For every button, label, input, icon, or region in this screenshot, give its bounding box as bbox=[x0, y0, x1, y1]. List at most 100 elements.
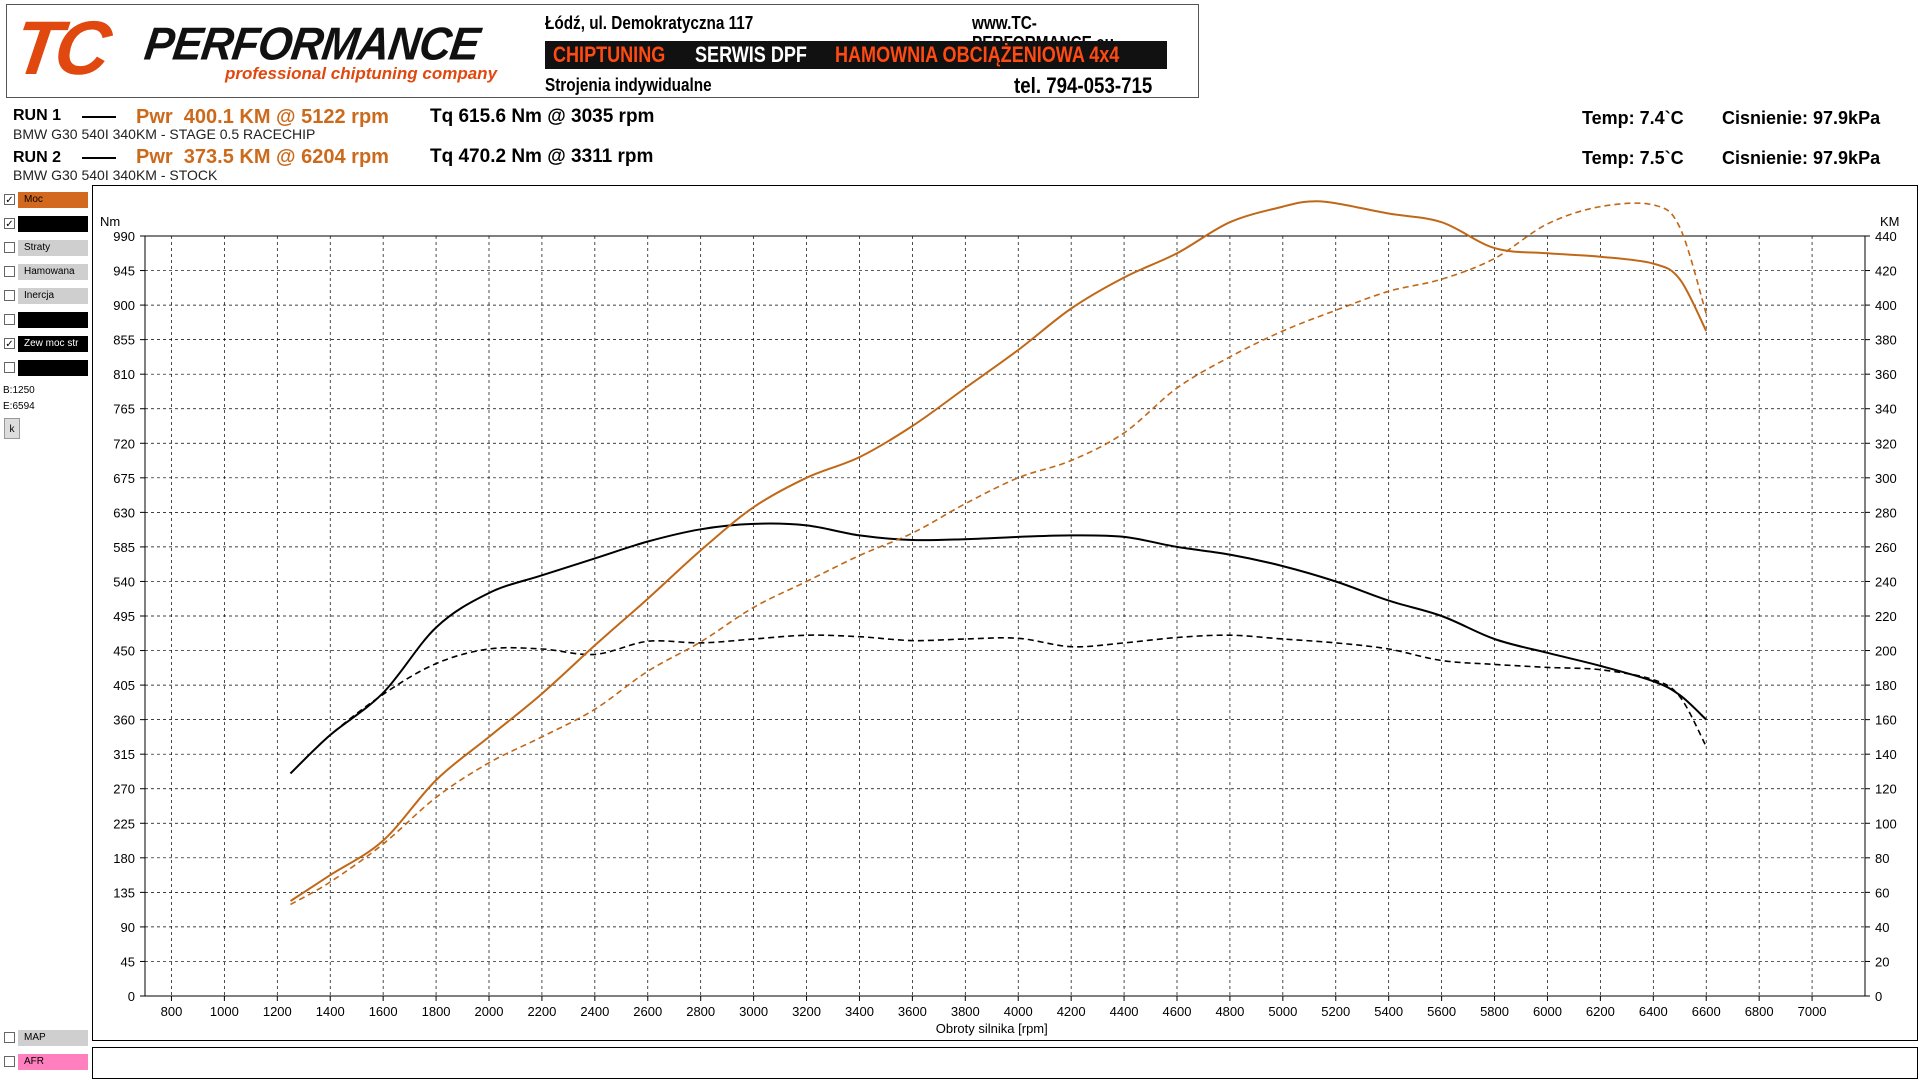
y-tick-label-right: 0 bbox=[1875, 989, 1882, 1004]
header-banner: TC PERFORMANCE professional chiptuning c… bbox=[6, 4, 1199, 98]
y-tick-label-right: 120 bbox=[1875, 782, 1897, 797]
power-curve-run1 bbox=[289, 200, 1708, 902]
status-strip bbox=[92, 1047, 1918, 1079]
checkbox-icon[interactable] bbox=[4, 362, 15, 373]
service-chiptuning: CHIPTUNING bbox=[553, 42, 666, 67]
run1-temp: Temp: 7.4`C bbox=[1582, 108, 1684, 128]
toggle-moc[interactable]: ✓ Moc bbox=[4, 192, 88, 208]
checkbox-icon[interactable] bbox=[4, 1032, 15, 1043]
x-tick-label: 1800 bbox=[422, 1004, 451, 1019]
x-tick-label: 6400 bbox=[1639, 1004, 1668, 1019]
service-dpf: SERWIS DPF bbox=[695, 42, 807, 67]
b-value: B:1250 bbox=[3, 385, 35, 396]
phone-number: tel. 794-053-715 bbox=[1014, 73, 1153, 98]
y-tick-label-right: 380 bbox=[1875, 333, 1897, 348]
y-tick-label-left: 495 bbox=[113, 609, 135, 624]
torque-curve-run1 bbox=[289, 522, 1707, 775]
y-tick-label-left: 225 bbox=[113, 816, 135, 831]
k-button[interactable]: k bbox=[4, 418, 20, 439]
x-tick-label: 3400 bbox=[845, 1004, 874, 1019]
x-tick-label: 1200 bbox=[263, 1004, 292, 1019]
x-tick-label: 2000 bbox=[475, 1004, 504, 1019]
x-tick-label: 5400 bbox=[1374, 1004, 1403, 1019]
checkbox-icon[interactable] bbox=[4, 266, 15, 277]
x-tick-label: 5800 bbox=[1480, 1004, 1509, 1019]
torque-curve-run2 bbox=[289, 634, 1707, 774]
y-tick-label-right: 340 bbox=[1875, 402, 1897, 417]
checkbox-icon[interactable]: ✓ bbox=[4, 194, 15, 206]
run2-torque: Tq 470.2 Nm @ 3311 rpm bbox=[430, 146, 654, 167]
y-tick-label-right: 400 bbox=[1875, 298, 1897, 313]
y-tick-label-right: 320 bbox=[1875, 436, 1897, 451]
x-tick-label: 4400 bbox=[1110, 1004, 1139, 1019]
toggle-hamowana[interactable]: Hamowana bbox=[4, 264, 88, 280]
toggle-map[interactable]: MAP bbox=[4, 1030, 88, 1046]
x-tick-label: 4600 bbox=[1163, 1004, 1192, 1019]
y-tick-label-right: 440 bbox=[1875, 229, 1897, 244]
toggle-curve-7[interactable] bbox=[4, 360, 88, 376]
individual-tuning: Strojenia indywidualne bbox=[545, 75, 712, 95]
toggle-label bbox=[18, 216, 88, 232]
checkbox-icon[interactable] bbox=[4, 290, 15, 301]
y-tick-label-right: 280 bbox=[1875, 505, 1897, 520]
y-tick-label-left: 630 bbox=[113, 505, 135, 520]
x-tick-label: 1400 bbox=[316, 1004, 345, 1019]
y-tick-label-left: 0 bbox=[128, 989, 135, 1004]
checkbox-icon[interactable] bbox=[4, 242, 15, 253]
toggle-inercja[interactable]: Inercja bbox=[4, 288, 88, 304]
run1-line-swatch bbox=[82, 116, 116, 118]
run1-label: RUN 1 bbox=[13, 107, 62, 124]
y-tick-label-left: 585 bbox=[113, 540, 135, 555]
y-axis-label-left: Nm bbox=[100, 214, 120, 229]
y-tick-label-right: 260 bbox=[1875, 540, 1897, 555]
toggle-curve-5[interactable] bbox=[4, 312, 88, 328]
y-tick-label-right: 40 bbox=[1875, 920, 1889, 935]
x-tick-label: 3600 bbox=[898, 1004, 927, 1019]
services-bar: CHIPTUNING SERWIS DPF HAMOWNIA OBCIĄŻENI… bbox=[545, 41, 1167, 69]
y-tick-label-left: 900 bbox=[113, 298, 135, 313]
x-tick-label: 4800 bbox=[1215, 1004, 1244, 1019]
y-tick-label-right: 20 bbox=[1875, 954, 1889, 969]
address: Łódź, ul. Demokratyczna 117 bbox=[545, 13, 754, 33]
power-curve-run2 bbox=[290, 202, 1707, 906]
y-tick-label-right: 300 bbox=[1875, 471, 1897, 486]
x-tick-label: 3000 bbox=[739, 1004, 768, 1019]
y-tick-label-left: 855 bbox=[113, 333, 135, 348]
checkbox-icon[interactable] bbox=[4, 1056, 15, 1067]
y-tick-label-right: 420 bbox=[1875, 264, 1897, 279]
y-tick-label-left: 135 bbox=[113, 885, 135, 900]
toggle-zew-moc-str[interactable]: ✓ Zew moc str bbox=[4, 336, 88, 352]
toggle-label: Inercja bbox=[18, 288, 88, 304]
y-tick-label-right: 140 bbox=[1875, 747, 1897, 762]
y-tick-label-right: 160 bbox=[1875, 713, 1897, 728]
toggle-label: AFR bbox=[18, 1054, 88, 1070]
y-axis-label-right: KM bbox=[1880, 214, 1900, 229]
y-tick-label-left: 945 bbox=[113, 264, 135, 279]
checkbox-icon[interactable]: ✓ bbox=[4, 218, 15, 230]
x-tick-label: 5600 bbox=[1427, 1004, 1456, 1019]
y-tick-label-left: 540 bbox=[113, 574, 135, 589]
toggle-curve-1[interactable]: ✓ bbox=[4, 216, 88, 232]
y-tick-label-right: 220 bbox=[1875, 609, 1897, 624]
y-tick-label-right: 180 bbox=[1875, 678, 1897, 693]
x-tick-label: 1000 bbox=[210, 1004, 239, 1019]
run1-car: BMW G30 540I 340KM - STAGE 0.5 RACECHIP bbox=[13, 126, 316, 142]
y-tick-label-left: 765 bbox=[113, 402, 135, 417]
toggle-label: Moc bbox=[18, 192, 88, 208]
y-tick-label-left: 720 bbox=[113, 436, 135, 451]
y-tick-label-left: 810 bbox=[113, 367, 135, 382]
x-tick-label: 1600 bbox=[369, 1004, 398, 1019]
y-tick-label-left: 315 bbox=[113, 747, 135, 762]
toggle-afr[interactable]: AFR bbox=[4, 1054, 88, 1070]
toggle-label: Hamowana bbox=[18, 264, 88, 280]
y-tick-label-left: 405 bbox=[113, 678, 135, 693]
y-tick-label-right: 240 bbox=[1875, 574, 1897, 589]
chart-frame bbox=[92, 185, 1918, 1041]
x-tick-label: 5200 bbox=[1321, 1004, 1350, 1019]
checkbox-icon[interactable]: ✓ bbox=[4, 338, 15, 350]
toggle-straty[interactable]: Straty bbox=[4, 240, 88, 256]
x-tick-label: 6800 bbox=[1745, 1004, 1774, 1019]
y-tick-label-right: 200 bbox=[1875, 644, 1897, 659]
checkbox-icon[interactable] bbox=[4, 314, 15, 325]
